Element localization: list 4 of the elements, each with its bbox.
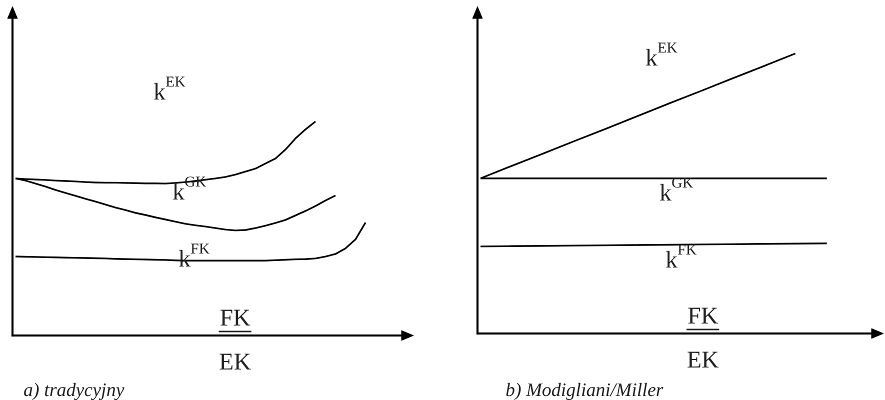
x-axis-title: FK EK xyxy=(686,304,720,374)
text: b) Modigliani/Miller xyxy=(506,380,664,400)
x-axis-title: FK EK xyxy=(219,306,252,376)
text: a) tradycyjny xyxy=(24,380,125,400)
